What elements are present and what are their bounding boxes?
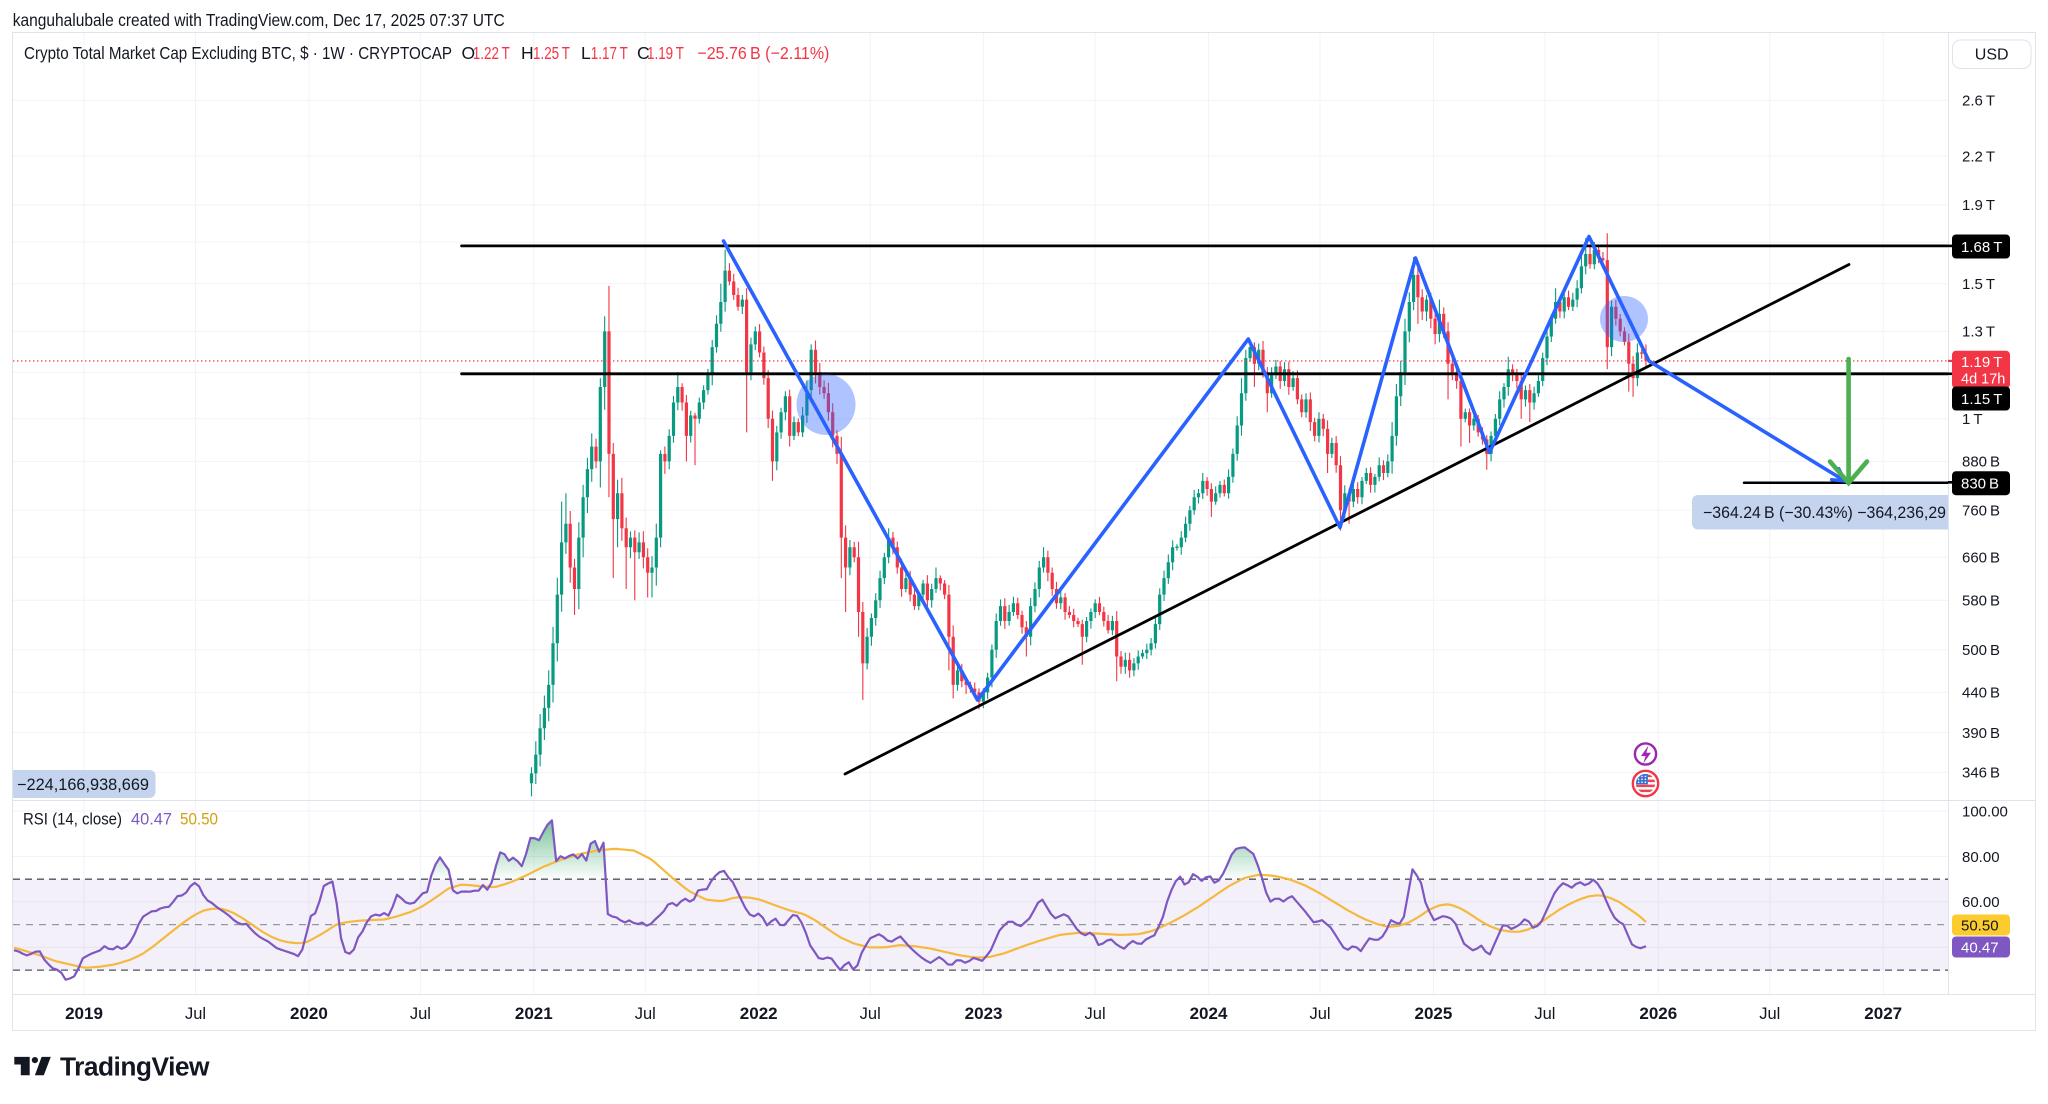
svg-text:390 B: 390 B [1962, 725, 2000, 742]
svg-text:40.47: 40.47 [131, 810, 172, 829]
svg-text:440 B: 440 B [1962, 685, 2000, 702]
svg-text:1.19 T: 1.19 T [647, 43, 684, 63]
svg-text:80.00: 80.00 [1962, 849, 2000, 866]
svg-text:1.5 T: 1.5 T [1962, 276, 1995, 293]
svg-text:Jul: Jul [1534, 1005, 1555, 1023]
svg-text:1.22 T: 1.22 T [473, 43, 510, 63]
svg-text:40.47: 40.47 [1961, 939, 1999, 956]
svg-text:USD: USD [1975, 47, 2009, 64]
svg-text:L: L [581, 43, 591, 63]
svg-text:Jul: Jul [860, 1005, 881, 1023]
svg-text:O: O [462, 43, 476, 63]
svg-text:2.6 T: 2.6 T [1962, 93, 1995, 110]
svg-text:100.00: 100.00 [1962, 803, 2008, 820]
svg-text:Jul: Jul [185, 1005, 206, 1023]
svg-text:1.17 T: 1.17 T [591, 43, 628, 63]
svg-text:kanguhalubale created with Tra: kanguhalubale created with TradingView.c… [13, 10, 505, 30]
svg-text:500 B: 500 B [1962, 642, 2000, 659]
svg-text:Jul: Jul [410, 1005, 431, 1023]
svg-text:50.50: 50.50 [1961, 917, 1999, 934]
svg-text:2022: 2022 [740, 1004, 778, 1023]
svg-text:760 B: 760 B [1962, 503, 2000, 520]
svg-text:1 T: 1 T [1962, 411, 1983, 428]
svg-text:2019: 2019 [65, 1004, 103, 1023]
svg-text:−364.24 B (−30.43%) −364,236,2: −364.24 B (−30.43%) −364,236,29 [1703, 504, 1946, 522]
svg-text:Jul: Jul [1309, 1005, 1330, 1023]
svg-text:2021: 2021 [515, 1004, 553, 1023]
svg-text:2020: 2020 [290, 1004, 328, 1023]
svg-text:2027: 2027 [1864, 1004, 1902, 1023]
svg-text:2025: 2025 [1414, 1004, 1452, 1023]
svg-text:TradingView: TradingView [60, 1054, 210, 1082]
svg-text:60.00: 60.00 [1962, 894, 2000, 911]
svg-text:1.15 T: 1.15 T [1961, 391, 2002, 408]
svg-text:2023: 2023 [965, 1004, 1003, 1023]
svg-text:2024: 2024 [1190, 1004, 1228, 1023]
svg-text:1.19 T: 1.19 T [1961, 354, 2002, 371]
svg-text:1.68 T: 1.68 T [1961, 239, 2002, 256]
svg-text:50.50: 50.50 [180, 810, 218, 829]
svg-text:4d 17h: 4d 17h [1961, 372, 2005, 388]
svg-text:580 B: 580 B [1962, 593, 2000, 610]
svg-text:1.25 T: 1.25 T [533, 43, 570, 63]
svg-text:Jul: Jul [635, 1005, 656, 1023]
svg-text:830 B: 830 B [1961, 476, 1999, 493]
svg-text:2.2 T: 2.2 T [1962, 148, 1995, 165]
svg-text:Jul: Jul [1759, 1005, 1780, 1023]
svg-text:660 B: 660 B [1962, 550, 2000, 567]
svg-text:2026: 2026 [1639, 1004, 1677, 1023]
svg-text:Crypto Total Market Cap Exclud: Crypto Total Market Cap Excluding BTC, $… [24, 43, 452, 63]
svg-text:Jul: Jul [1085, 1005, 1106, 1023]
svg-text:346 B: 346 B [1962, 765, 2000, 782]
svg-text:C: C [637, 43, 650, 63]
svg-text:−224,166,938,669: −224,166,938,669 [17, 776, 149, 794]
svg-text:−25.76 B (−2.11%): −25.76 B (−2.11%) [697, 43, 829, 63]
svg-text:RSI (14, close): RSI (14, close) [23, 810, 122, 829]
svg-text:880 B: 880 B [1962, 454, 2000, 471]
svg-text:1.9 T: 1.9 T [1962, 197, 1995, 214]
svg-text:1.3 T: 1.3 T [1962, 324, 1995, 341]
svg-text:H: H [521, 43, 534, 63]
